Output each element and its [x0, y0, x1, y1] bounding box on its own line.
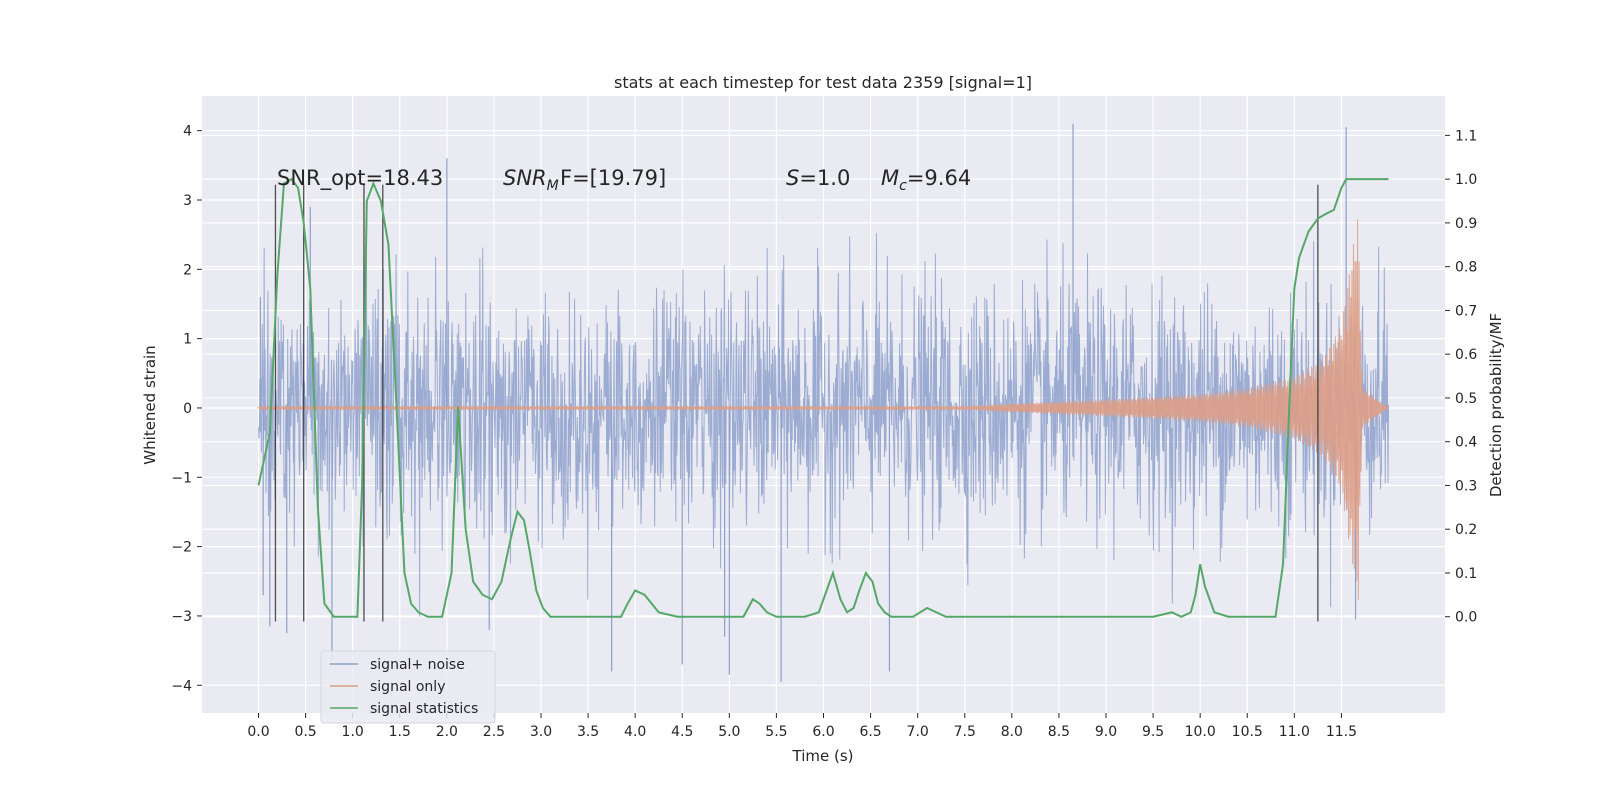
x-tick-label: 2.5 — [483, 724, 505, 740]
x-tick-label: 5.5 — [765, 724, 787, 740]
x-tick-label: 1.5 — [389, 724, 411, 740]
series-signal-statistics-line — [257, 177, 1389, 618]
y-left-tick-label: 2 — [183, 262, 192, 278]
annotation-snr-mf-sub: M — [547, 178, 559, 194]
x-tick-label: 11.0 — [1279, 724, 1310, 740]
y-left-tick-label: 1 — [183, 332, 192, 348]
y-axis-label-left: Whitened strain — [141, 345, 159, 464]
y-left-tick-label: 3 — [183, 193, 192, 209]
x-tick-label: 10.5 — [1232, 724, 1263, 740]
annotation-mc-main: M — [881, 166, 899, 190]
annotation-mc: Mc=9.64 — [881, 166, 971, 194]
legend-label-signal-statistics: signal statistics — [370, 701, 478, 717]
x-tick-label: 7.5 — [954, 724, 976, 740]
x-tick-label: 4.5 — [671, 724, 693, 740]
y-left-tick-label: −4 — [171, 678, 192, 694]
x-tick-label: 7.0 — [907, 724, 929, 740]
y-right-tick-label: 0.9 — [1455, 216, 1477, 232]
x-tick-label: 8.0 — [1001, 724, 1023, 740]
y-left-tick-label: 0 — [183, 401, 192, 417]
legend-label-signal-only: signal only — [370, 679, 445, 695]
tick-layer: 0.0 0.5 1.0 1.5 2.0 2.5 3.0 3.5 4.0 4.5 5.0 5.5 6.0 6… — [171, 124, 1477, 740]
x-tick-label: 5.0 — [718, 724, 740, 740]
annotation-mc-rest: =9.64 — [907, 166, 971, 190]
y-right-tick-label: 0.1 — [1455, 566, 1477, 582]
x-axis-label: Time (s) — [792, 747, 854, 765]
y-right-tick-label: 0.0 — [1455, 610, 1477, 626]
signal-series-layer — [258, 219, 1389, 600]
legend-label-signal-noise: signal+ noise — [370, 657, 465, 673]
annotation-snr-mf-main: SNR — [503, 166, 547, 190]
annotation-s-main: S — [786, 166, 799, 190]
annotation-s-rest: =1.0 — [799, 166, 850, 190]
x-tick-label: 8.5 — [1048, 724, 1070, 740]
annotation-snr-mf-rest: F=[19.79] — [560, 166, 666, 190]
chart-title: stats at each timestep for test data 235… — [614, 73, 1032, 92]
y-right-tick-label: 0.3 — [1455, 478, 1477, 494]
y-left-tick-label: −1 — [171, 470, 192, 486]
y-right-tick-label: 0.2 — [1455, 522, 1477, 538]
x-tick-label: 10.0 — [1185, 724, 1216, 740]
x-tick-label: 1.0 — [342, 724, 364, 740]
legend-box — [320, 650, 496, 724]
statistics-series-layer — [257, 177, 1389, 618]
x-tick-label: 3.5 — [577, 724, 599, 740]
y-right-tick-label: 0.8 — [1455, 260, 1477, 276]
y-axis-label-right: Detection probability/MF — [1487, 313, 1505, 497]
y-right-tick-label: 0.5 — [1455, 391, 1477, 407]
x-tick-label: 4.0 — [624, 724, 646, 740]
legend: signal+ noise signal only signal statist… — [320, 650, 496, 724]
y-right-tick-label: 0.4 — [1455, 435, 1477, 451]
y-right-tick-label: 0.6 — [1455, 347, 1477, 363]
x-tick-label: 0.5 — [294, 724, 316, 740]
y-left-tick-label: −2 — [171, 540, 192, 556]
series-signal-only-line — [258, 219, 1389, 600]
x-tick-label: 2.0 — [436, 724, 458, 740]
x-tick-label: 0.0 — [247, 724, 269, 740]
annotation-mc-sub: c — [899, 178, 907, 194]
x-tick-label: 6.0 — [812, 724, 834, 740]
y-right-tick-label: 1.0 — [1455, 172, 1477, 188]
x-tick-label: 9.5 — [1142, 724, 1164, 740]
y-right-tick-label: 0.7 — [1455, 303, 1477, 319]
annotation-snr-mf: SNRMF=[19.79] — [503, 166, 666, 194]
annotation-s: S=1.0 — [786, 166, 850, 190]
vertical-marker-layer — [274, 184, 1319, 622]
annotation-snr-opt: SNR_opt=18.43 — [277, 166, 443, 191]
x-tick-label: 3.0 — [530, 724, 552, 740]
x-tick-label: 11.5 — [1326, 724, 1357, 740]
x-tick-label: 9.0 — [1095, 724, 1117, 740]
y-left-tick-label: 4 — [183, 124, 192, 140]
x-tick-label: 6.5 — [859, 724, 881, 740]
y-right-tick-label: 1.1 — [1455, 128, 1477, 144]
y-left-tick-label: −3 — [171, 609, 192, 625]
